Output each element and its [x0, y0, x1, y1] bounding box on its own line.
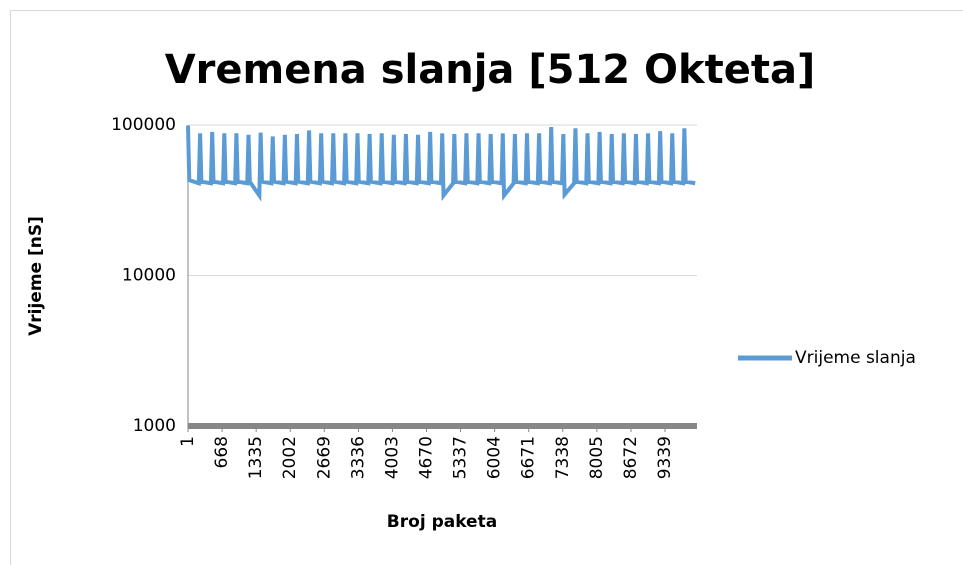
series-line — [186, 125, 696, 202]
y-tick-label: 1000 — [133, 416, 176, 436]
legend-label: Vrijeme slanja — [795, 348, 916, 368]
x-tick-label: 7338 — [553, 436, 573, 479]
y-tick-label: 10000 — [122, 266, 176, 286]
x-tick-label: 8005 — [587, 436, 607, 479]
x-tick-label: 4670 — [417, 436, 437, 479]
x-tick-label: 6671 — [519, 436, 539, 479]
chart-border — [10, 10, 963, 565]
x-tick-label: 2669 — [314, 436, 334, 479]
x-tick-label: 668 — [212, 436, 232, 468]
x-tick-label: 8672 — [621, 436, 641, 479]
x-tick-label: 3336 — [348, 436, 368, 479]
x-tick-label: 5337 — [451, 436, 471, 479]
x-tick-label: 2002 — [280, 436, 300, 479]
x-tick-label: 1335 — [246, 436, 266, 479]
x-tick-label: 9339 — [655, 436, 675, 479]
x-tick-label: 6004 — [485, 436, 505, 479]
y-tick-label: 100000 — [111, 115, 176, 135]
x-tick-label: 1 — [178, 436, 198, 447]
x-axis-title: Broj paketa — [387, 512, 497, 532]
chart-title: Vremena slanja [512 Okteta] — [165, 47, 816, 93]
x-tick-label: 4003 — [382, 436, 402, 479]
y-axis-title: Vrijeme [nS] — [26, 216, 46, 336]
